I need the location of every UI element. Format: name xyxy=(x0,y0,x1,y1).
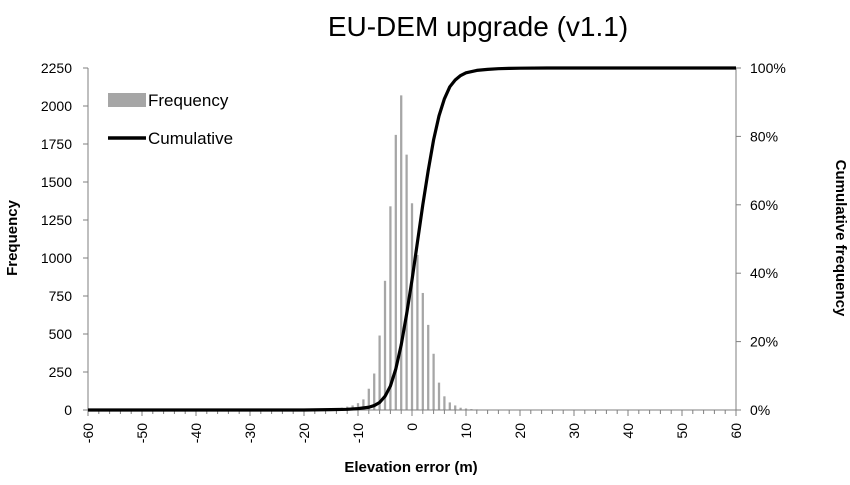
x-axis-title: Elevation error (m) xyxy=(344,459,477,476)
y2-tick-label: 80% xyxy=(750,128,778,144)
x-tick-label: 10 xyxy=(458,423,474,439)
frequency-bar xyxy=(394,134,397,410)
y2-tick-label: 40% xyxy=(750,265,778,281)
frequency-bar xyxy=(464,408,468,410)
y-tick-label: 2250 xyxy=(41,60,72,76)
x-tick-label: 50 xyxy=(674,423,690,439)
legend-label-frequency: Frequency xyxy=(148,91,229,110)
x-tick-label: -40 xyxy=(188,423,204,443)
y2-axis-title: Cumulative frequency xyxy=(832,160,849,317)
frequency-bar xyxy=(416,254,419,410)
cumulative-line xyxy=(88,66,736,412)
chart-title: EU-DEM upgrade (v1.1) xyxy=(328,11,628,42)
frequency-bar xyxy=(400,95,403,411)
y2-tick-label: 20% xyxy=(750,334,778,350)
frequency-bar xyxy=(367,388,370,410)
y-axis-title: Frequency xyxy=(4,199,21,276)
y-tick-label: 1500 xyxy=(41,174,72,190)
x-tick-label: -60 xyxy=(80,423,96,443)
y-tick-label: 1000 xyxy=(41,250,72,266)
x-tick-label: -30 xyxy=(242,423,258,443)
frequency-bar xyxy=(378,335,381,410)
y-tick-label: 500 xyxy=(49,326,73,342)
x-tick-labels: -60 -50 -40 -30 -20 -10 0 10 20 30 40 50 60 xyxy=(80,423,744,443)
frequency-bar xyxy=(405,154,408,410)
frequency-bar xyxy=(437,382,441,410)
frequency-bar xyxy=(443,396,446,410)
frequency-bar xyxy=(362,399,365,410)
frequency-bar xyxy=(454,405,457,410)
x-tick-label: 0 xyxy=(404,423,420,431)
frequency-bars xyxy=(86,95,738,411)
frequency-bar xyxy=(356,403,360,410)
x-tick-label: -20 xyxy=(296,423,312,443)
frequency-bar xyxy=(427,324,430,410)
y2-tick-label: 60% xyxy=(750,197,778,213)
y2-tick-label: 0% xyxy=(750,402,770,418)
x-tick-label: 60 xyxy=(728,423,744,439)
frequency-bar xyxy=(448,402,451,410)
frequency-bar xyxy=(432,353,435,410)
legend-label-cumulative: Cumulative xyxy=(148,129,233,148)
x-tick-label: 20 xyxy=(512,423,528,439)
frequency-bar xyxy=(421,292,424,410)
legend-swatch-frequency xyxy=(108,93,146,107)
y-tick-label: 1750 xyxy=(41,136,72,152)
x-tick-label: 40 xyxy=(620,423,636,439)
y2-tick-label: 100% xyxy=(750,60,786,76)
y-tick-label: 0 xyxy=(64,402,72,418)
frequency-bar xyxy=(459,407,462,410)
y2-tick-labels: 0% 20% 40% 60% 80% 100% xyxy=(750,60,786,418)
y-tick-label: 250 xyxy=(49,364,73,380)
frequency-bar xyxy=(389,206,392,410)
frequency-bar xyxy=(410,203,414,410)
x-tick-label: 30 xyxy=(566,423,582,439)
frequency-bar xyxy=(383,280,387,410)
frequency-bar xyxy=(373,373,376,410)
axes xyxy=(83,67,741,416)
x-tick-label: -10 xyxy=(350,423,366,443)
y-tick-label: 2000 xyxy=(41,98,72,114)
y-tick-label: 750 xyxy=(49,288,73,304)
y-tick-labels: 0 250 500 750 1000 1250 1500 1750 2000 2250 xyxy=(41,60,72,418)
y-tick-label: 1250 xyxy=(41,212,72,228)
legend: Frequency Cumulative xyxy=(108,91,233,148)
x-tick-label: -50 xyxy=(134,423,150,443)
